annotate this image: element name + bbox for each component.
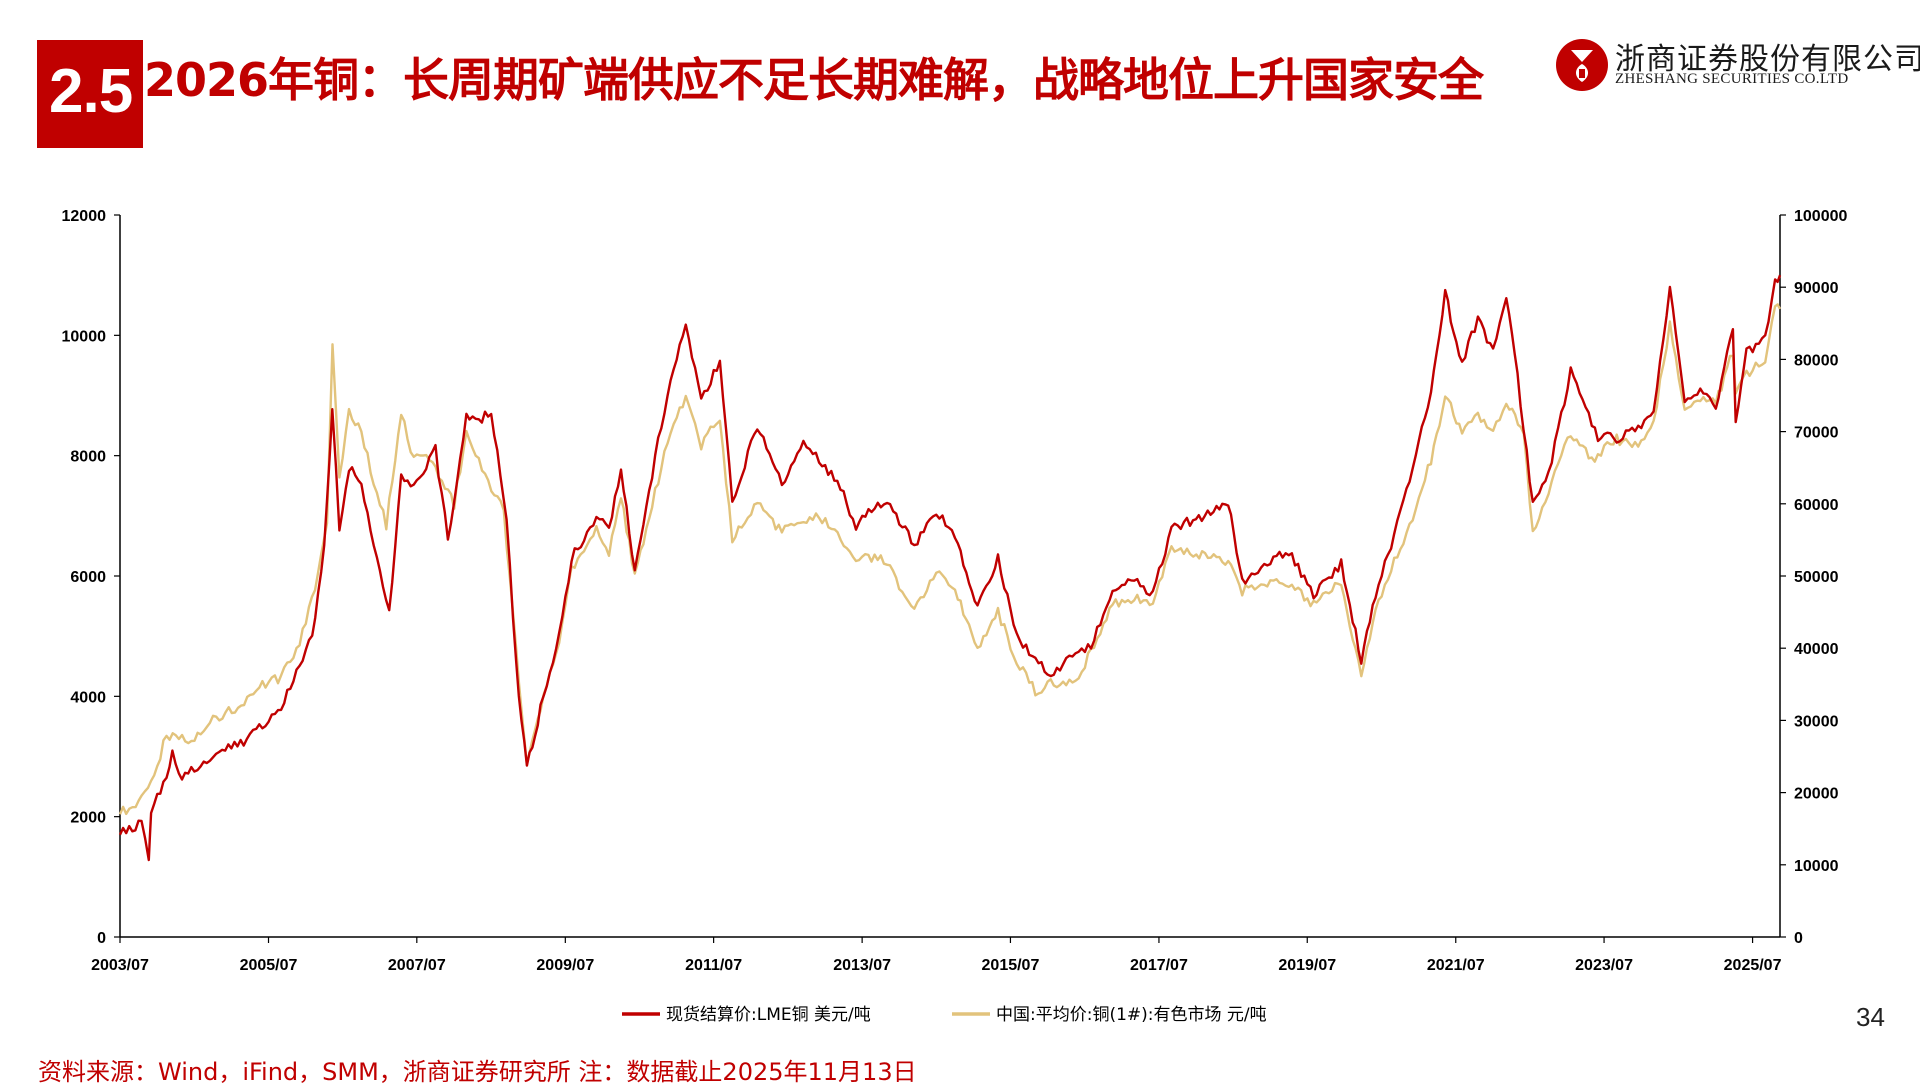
legend-lme-label: 现货结算价:LME铜 美元/吨 [666, 1005, 871, 1025]
left-y-tick-label: 12000 [62, 208, 107, 225]
left-y-tick-label: 4000 [70, 689, 106, 706]
chart-legend: 现货结算价:LME铜 美元/吨 中国:平均价:铜(1#):有色市场 元/吨 [622, 1005, 1267, 1025]
left-y-tick-label: 0 [97, 930, 106, 947]
chart-axes: 0 2000 4000 6000 8000 10000 12000 0 10000 20000 30… [62, 208, 1848, 974]
x-tick-label: 2013/07 [833, 957, 891, 974]
right-y-tick-label: 20000 [1794, 786, 1839, 803]
left-y-tick-label: 2000 [70, 810, 106, 827]
logo-english-name: ZHESHANG SECURITIES CO.LTD [1615, 71, 1849, 87]
china-copper-price-line [118, 303, 1782, 816]
page-number: 34 [1856, 1002, 1885, 1032]
right-y-tick-label: 10000 [1794, 858, 1839, 875]
x-tick-label: 2025/07 [1724, 957, 1782, 974]
right-y-tick-label: 60000 [1794, 497, 1839, 514]
lme-copper-series [118, 274, 1782, 862]
x-tick-label: 2011/07 [685, 957, 742, 974]
left-y-tick-label: 10000 [62, 328, 107, 345]
right-y-tick-label: 70000 [1794, 425, 1839, 442]
lme-copper-price-line [118, 274, 1782, 862]
x-tick-label: 2005/07 [240, 957, 298, 974]
source-note: 资料来源：Wind，iFind，SMM，浙商证券研究所 注：数据截止2025年1… [38, 1058, 917, 1086]
left-y-tick-label: 6000 [70, 569, 106, 586]
legend-china-label: 中国:平均价:铜(1#):有色市场 元/吨 [996, 1005, 1267, 1025]
section-number: 2.5 [49, 57, 133, 126]
x-tick-label: 2019/07 [1278, 957, 1336, 974]
section-number-badge: 2.5 [37, 40, 143, 148]
right-y-tick-label: 40000 [1794, 641, 1839, 658]
right-y-tick-label: 80000 [1794, 352, 1839, 369]
right-y-tick-label: 100000 [1794, 208, 1847, 225]
x-tick-label: 2009/07 [536, 957, 594, 974]
x-tick-label: 2017/07 [1130, 957, 1188, 974]
slide-title: 2026年铜：长周期矿端供应不足长期难解，战略地位上升国家安全 [144, 53, 1484, 107]
right-y-tick-label: 50000 [1794, 569, 1839, 586]
x-tick-label: 2007/07 [388, 957, 446, 974]
right-y-tick-label: 90000 [1794, 280, 1839, 297]
zheshang-logo-icon [1556, 39, 1608, 91]
x-tick-label: 2003/07 [91, 957, 149, 974]
right-y-tick-label: 30000 [1794, 713, 1839, 730]
china-copper-series [118, 303, 1782, 816]
left-y-tick-label: 8000 [70, 449, 106, 466]
right-y-tick-label: 0 [1794, 930, 1803, 947]
logo-chinese-name: 浙商证券股份有限公司 [1615, 42, 1920, 77]
company-logo: 浙商证券股份有限公司 ZHESHANG SECURITIES CO.LTD [1555, 34, 1920, 92]
x-tick-label: 2015/07 [982, 957, 1040, 974]
x-tick-label: 2023/07 [1575, 957, 1633, 974]
x-tick-label: 2021/07 [1427, 957, 1485, 974]
